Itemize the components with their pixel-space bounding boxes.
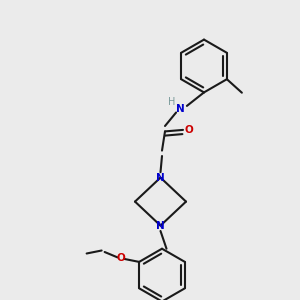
Text: N: N [176, 104, 184, 114]
Text: N: N [156, 172, 165, 183]
Text: O: O [116, 253, 125, 263]
Text: O: O [184, 125, 194, 135]
Text: H: H [168, 97, 175, 107]
Text: N: N [156, 220, 165, 231]
